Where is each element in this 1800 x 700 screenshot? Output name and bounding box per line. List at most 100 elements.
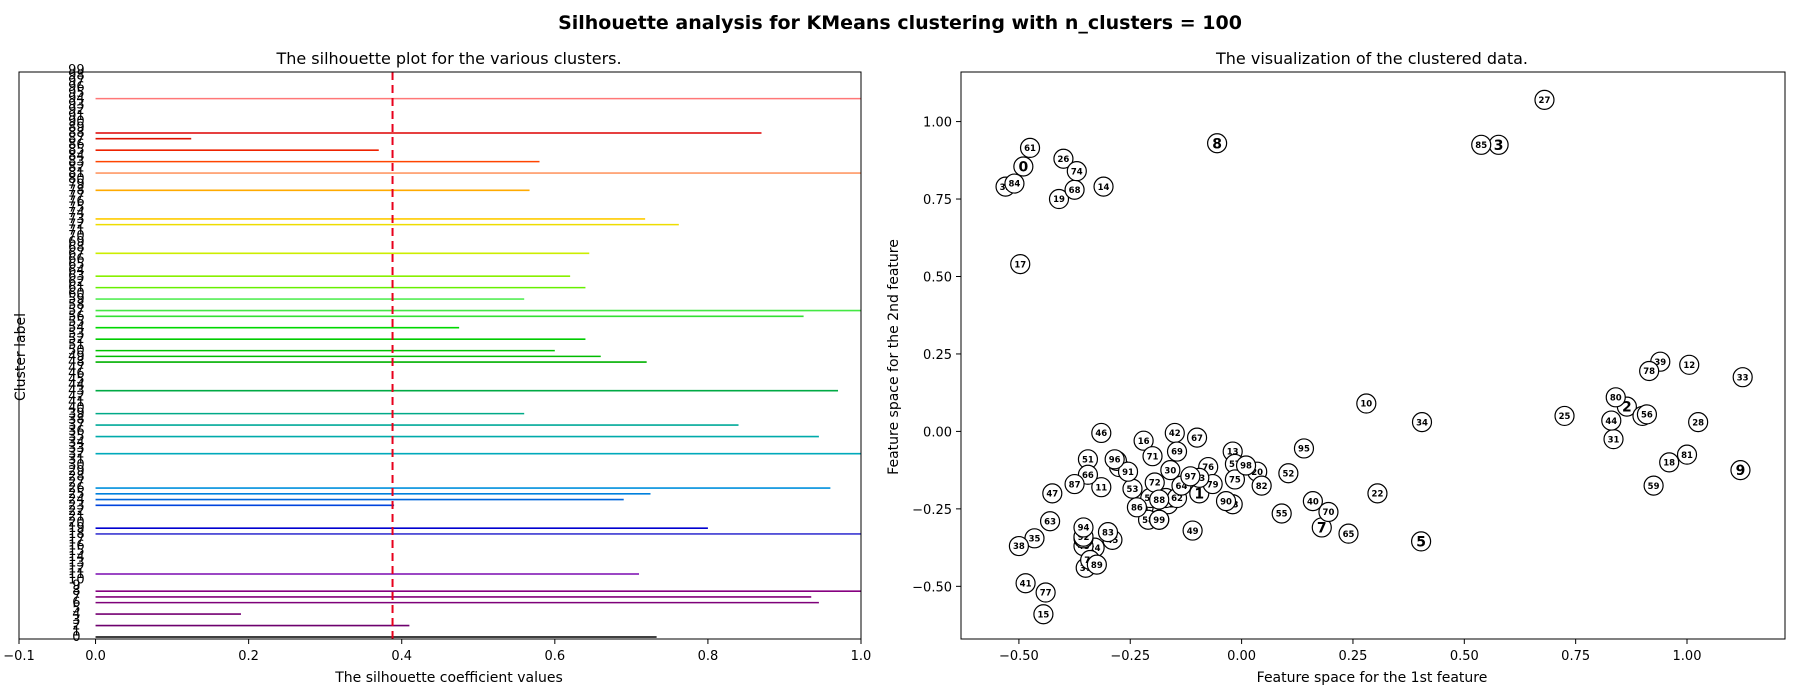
silhouette-x-ticks: −0.1 0.0 0.2 0.4 0.6 0.8 1.0: [3, 639, 871, 664]
cluster-label-50: 50: [68, 344, 85, 359]
cluster-center-marker: [1688, 412, 1709, 433]
cluster-center-marker: [1471, 134, 1492, 155]
cluster-center-label: 35: [1029, 535, 1041, 545]
cluster-label-19: 19: [68, 521, 85, 536]
cluster-label-99: 99: [68, 63, 85, 78]
cluster-center-label: 44: [1605, 417, 1617, 427]
silhouette-x-tick-label: 1.0: [851, 649, 872, 664]
cluster-label-0: 0: [72, 630, 80, 645]
cluster-center-marker: [1149, 509, 1170, 530]
cluster-center-label: 99: [1153, 516, 1165, 526]
cluster-label-79: 79: [68, 178, 85, 193]
cluster-label-95: 95: [68, 86, 85, 101]
cluster-center-19: 19: [1048, 188, 1070, 210]
cluster-center-3: 3: [1488, 134, 1509, 155]
cluster-label-39: 39: [68, 407, 85, 422]
cluster-center-91: 91: [1117, 461, 1139, 482]
cluster-center-marker: [1534, 89, 1555, 110]
silhouette-x-tick-label: 0.4: [391, 649, 412, 664]
cluster-center-82: 82: [1251, 475, 1272, 496]
cluster-label-32: 32: [68, 447, 85, 462]
cluster-center-label: 46: [1095, 429, 1107, 439]
cluster-center-label: 49: [1187, 527, 1199, 537]
cluster-label-36: 36: [68, 424, 85, 439]
cluster-center-0: 0: [1013, 156, 1034, 177]
cluster-center-28: 28: [1688, 412, 1709, 433]
cluster-label-85: 85: [68, 143, 85, 158]
scatter-x-ticks: −0.50 −0.25 0.00 0.25 0.50 0.75 1.00: [999, 639, 1702, 664]
cluster-center-marker: [1133, 430, 1154, 451]
cluster-center-72: 72: [1144, 472, 1165, 493]
cluster-center-67: 67: [1186, 427, 1208, 448]
cluster-center-9: 9: [1730, 460, 1751, 481]
scatter-axes-frame: [960, 71, 1786, 640]
cluster-center-96: 96: [1104, 449, 1125, 470]
scatter-x-label: Feature space for the 1st feature: [1257, 670, 1488, 686]
cluster-center-98: 98: [1235, 455, 1257, 476]
cluster-label-71: 71: [68, 223, 85, 238]
cluster-label-13: 13: [68, 556, 85, 571]
cluster-center-marker: [1048, 188, 1070, 210]
cluster-center-label: 81: [1681, 451, 1693, 461]
cluster-center-marker: [1093, 176, 1114, 197]
cluster-label-97: 97: [68, 74, 85, 89]
cluster-center-88: 88: [1149, 489, 1170, 510]
cluster-center-11: 11: [1091, 477, 1112, 498]
scatter-x-tick-label: 1.00: [1673, 649, 1702, 664]
cluster-label-81: 81: [68, 166, 85, 181]
silhouette-bars: [95, 97, 861, 638]
cluster-center-marker: [1091, 422, 1112, 444]
cluster-center-label: 22: [1372, 490, 1384, 500]
cluster-center-marker: [1149, 489, 1170, 510]
cluster-label-51: 51: [68, 338, 85, 353]
cluster-center-41: 41: [1015, 573, 1036, 594]
cluster-center-label: 47: [1046, 490, 1058, 500]
cluster-center-35: 35: [1024, 528, 1045, 549]
cluster-center-label: 2: [1622, 400, 1632, 416]
cluster-label-29: 29: [68, 464, 85, 479]
cluster-label-86: 86: [68, 137, 85, 152]
cluster-center-marker: [1035, 582, 1056, 603]
scatter-y-tick-label: 0.25: [923, 348, 952, 363]
cluster-center-marker: [1015, 573, 1036, 594]
cluster-center-52: 52: [1278, 463, 1299, 484]
cluster-center-label: 66: [1082, 471, 1094, 481]
cluster-center-label: 1: [1194, 486, 1204, 502]
scatter-y-tick-label: −0.50: [912, 580, 952, 595]
silhouette-cluster-labels: 0123456789101112131415161718192021222324…: [68, 63, 85, 645]
cluster-center-81: 81: [1676, 444, 1698, 465]
cluster-center-label: 18: [1663, 459, 1675, 469]
cluster-label-16: 16: [68, 538, 85, 553]
cluster-center-marker: [1104, 449, 1125, 470]
cluster-center-label: 92: [1078, 533, 1090, 543]
cluster-label-52: 52: [68, 332, 85, 347]
cluster-center-42: 42: [1164, 422, 1185, 444]
cluster-center-12: 12: [1679, 354, 1700, 375]
cluster-label-83: 83: [68, 155, 85, 170]
cluster-center-marker: [1643, 475, 1664, 496]
silhouette-y-label: Cluster label: [13, 313, 29, 401]
cluster-label-90: 90: [68, 115, 85, 130]
silhouette-x-tick-label: 0.2: [238, 649, 259, 664]
cluster-center-marker: [1117, 461, 1139, 482]
cluster-label-57: 57: [68, 304, 85, 319]
cluster-center-marker: [1411, 531, 1432, 552]
cluster-center-marker: [1033, 604, 1054, 625]
silhouette-x-tick-label: −0.1: [3, 649, 35, 664]
cluster-center-label: 20: [1251, 468, 1263, 478]
silhouette-axes-frame: [18, 71, 862, 640]
cluster-center-label: 40: [1307, 497, 1319, 507]
cluster-label-25: 25: [68, 487, 85, 502]
cluster-center-marker: [1732, 367, 1753, 388]
cluster-center-marker: [1073, 517, 1094, 538]
cluster-center-marker: [1160, 460, 1181, 481]
cluster-center-84: 84: [1004, 173, 1025, 194]
cluster-center-label: 61: [1024, 144, 1036, 154]
cluster-center-marker: [1302, 491, 1323, 512]
cluster-label-17: 17: [68, 533, 85, 548]
cluster-label-35: 35: [68, 430, 85, 445]
cluster-center-label: 63: [1044, 517, 1056, 527]
cluster-center-label: 77: [1040, 589, 1052, 599]
cluster-label-54: 54: [68, 321, 85, 336]
cluster-center-marker: [1010, 253, 1031, 275]
